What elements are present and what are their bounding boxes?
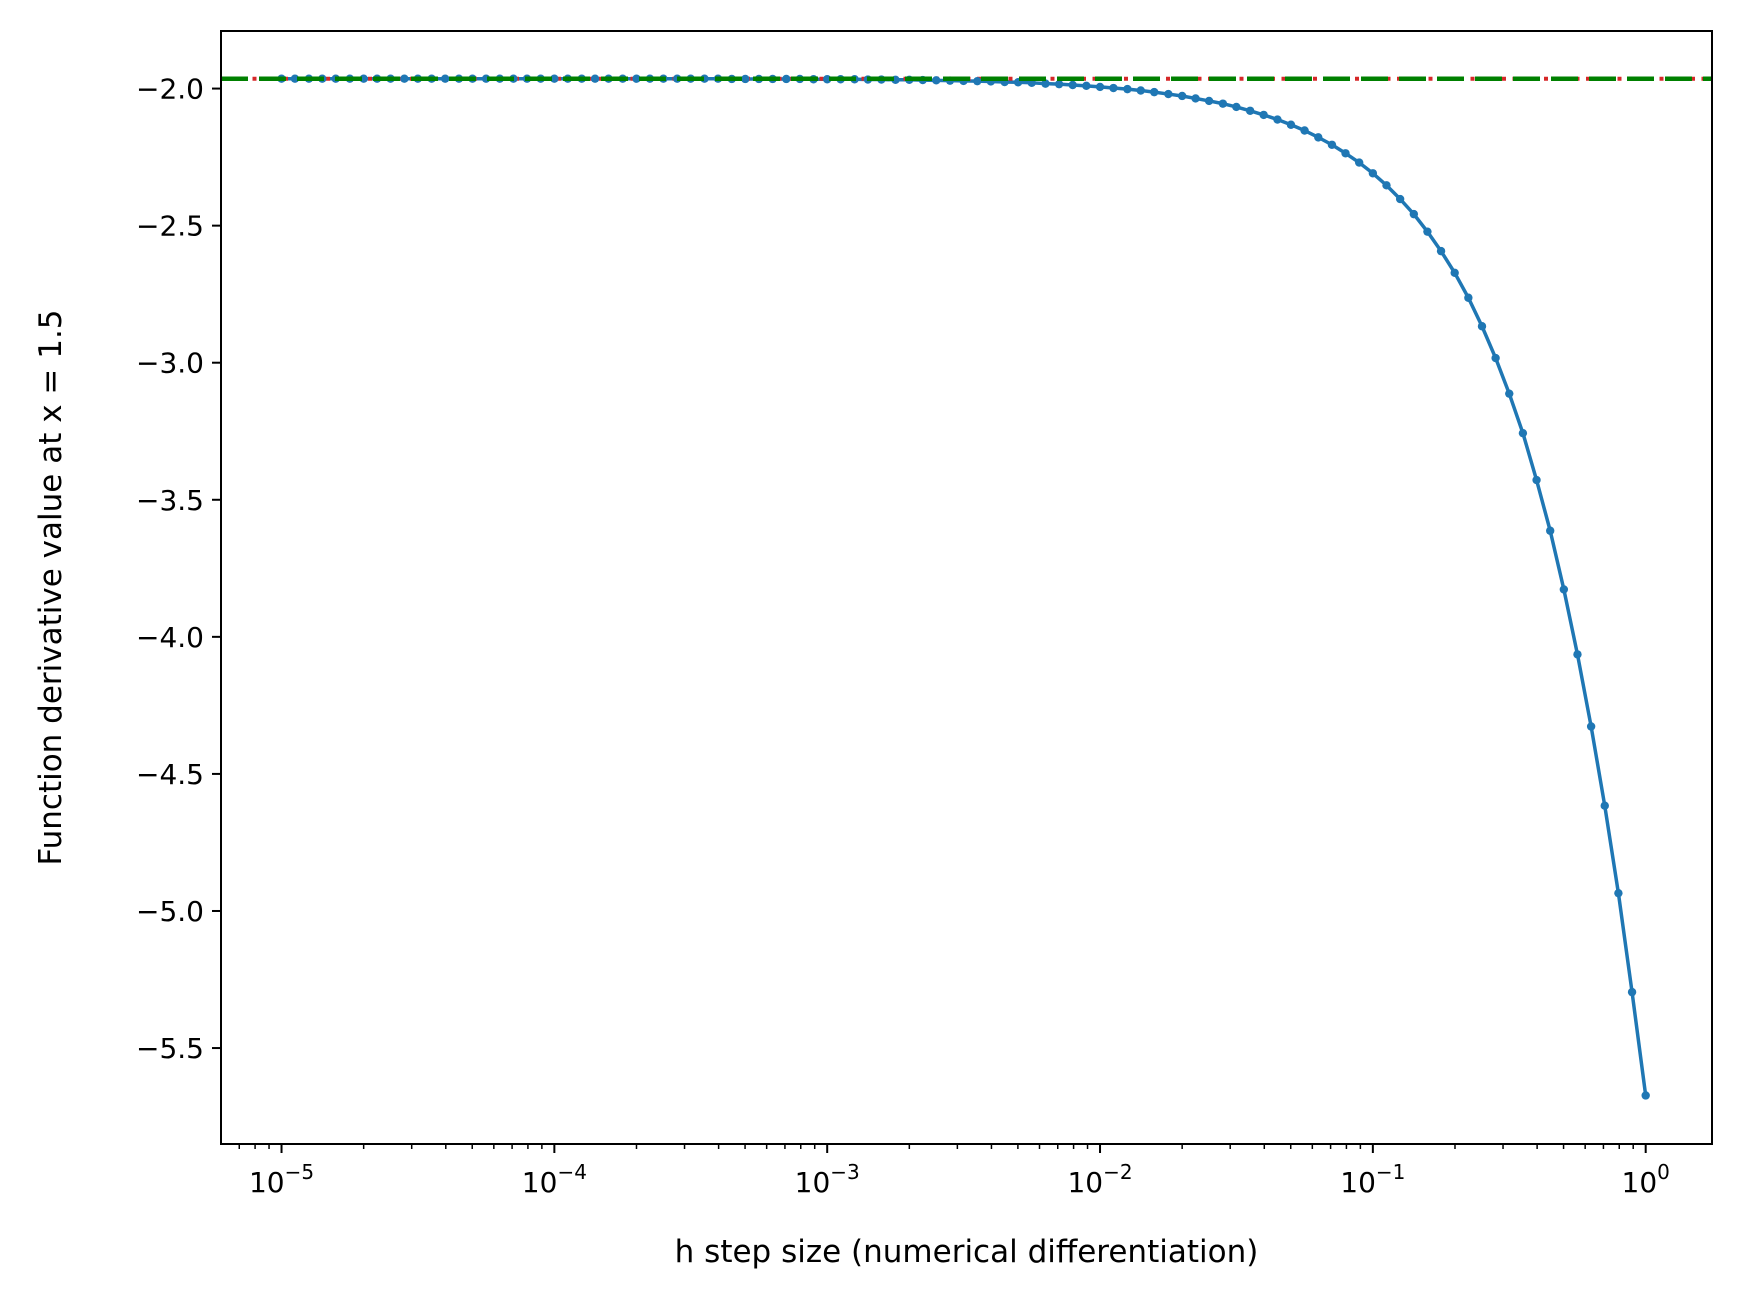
x-tick-label: 10−2 — [1067, 1160, 1132, 1199]
data-point — [1532, 475, 1541, 485]
axes-frame — [220, 30, 1713, 1145]
y-axis-label: Function derivative value at x = 1.5 — [33, 309, 69, 865]
x-tick-label: 10−4 — [522, 1160, 587, 1199]
data-point — [1123, 84, 1132, 94]
data-point — [1423, 227, 1432, 236]
data-point — [1341, 149, 1350, 158]
data-point — [1082, 81, 1091, 91]
data-point — [1095, 82, 1105, 92]
y-axis: −2.0 −2.5 −3.0 −3.5 −4.0 −4.5 −5.0 −5.5 — [136, 73, 221, 1065]
x-tick-label: 10−5 — [249, 1160, 314, 1199]
x-tick-label: 100 — [1622, 1160, 1670, 1199]
data-point — [1627, 987, 1637, 997]
data-point — [782, 74, 791, 84]
data-point — [1164, 89, 1173, 99]
data-point — [1409, 209, 1419, 219]
y-tick-label: −4.5 — [136, 758, 204, 791]
data-point — [1286, 120, 1296, 129]
data-point — [590, 74, 600, 83]
data-point — [1232, 102, 1241, 112]
data-point — [1450, 268, 1459, 277]
data-point — [932, 76, 941, 85]
data-point — [973, 76, 982, 86]
data-point — [1354, 158, 1364, 167]
data-point — [1518, 428, 1528, 438]
data-point — [550, 74, 559, 83]
data-point — [1464, 293, 1473, 302]
x-axis-label: h step size (numerical differentiation) — [675, 1234, 1259, 1270]
data-point — [1395, 194, 1405, 204]
data-point — [1068, 80, 1077, 90]
data-point — [1614, 888, 1623, 898]
data-point — [1041, 79, 1050, 88]
y-tick-label: −3.5 — [136, 484, 204, 517]
x-tick-label: 10−3 — [795, 1160, 860, 1199]
x-tick-label: 10−1 — [1340, 1160, 1405, 1199]
data-point — [1327, 140, 1337, 149]
data-point — [1641, 1091, 1650, 1100]
data-point — [1273, 115, 1282, 124]
data-point — [1191, 94, 1200, 103]
data-point — [1245, 106, 1255, 115]
data-point — [1546, 526, 1555, 535]
data-point — [1491, 353, 1500, 363]
y-tick-label: −3.0 — [136, 347, 204, 380]
data-point — [1573, 650, 1582, 659]
data-point — [1259, 110, 1268, 120]
plot-area — [221, 74, 1712, 1100]
data-point — [1368, 169, 1378, 178]
data-point — [1177, 91, 1187, 101]
y-tick-label: −5.5 — [136, 1032, 204, 1065]
data-point — [1505, 389, 1514, 398]
y-tick-label: −2.5 — [136, 210, 204, 243]
data-point — [441, 74, 450, 83]
data-point — [1150, 87, 1159, 97]
series-line — [281, 76, 1648, 1096]
data-point — [1477, 322, 1487, 331]
y-tick-label: −4.0 — [136, 621, 204, 654]
data-point — [1600, 801, 1609, 810]
data-point — [1300, 126, 1309, 135]
y-tick-label: −5.0 — [136, 895, 204, 928]
data-point — [1204, 96, 1214, 106]
data-point — [1218, 99, 1228, 108]
data-point — [1054, 79, 1064, 89]
data-point — [1559, 585, 1569, 594]
data-point — [1436, 246, 1446, 256]
y-tick-label: −2.0 — [136, 73, 204, 106]
data-point — [1109, 83, 1118, 93]
data-point — [1382, 181, 1391, 190]
data-point — [632, 74, 641, 83]
data-point — [741, 74, 750, 84]
data-point — [400, 74, 409, 83]
x-axis: 10−5 10−4 10−3 10−2 10−1 100 — [238, 1144, 1670, 1199]
data-point — [1136, 86, 1145, 95]
data-point — [1586, 722, 1596, 731]
data-point — [1314, 133, 1323, 142]
